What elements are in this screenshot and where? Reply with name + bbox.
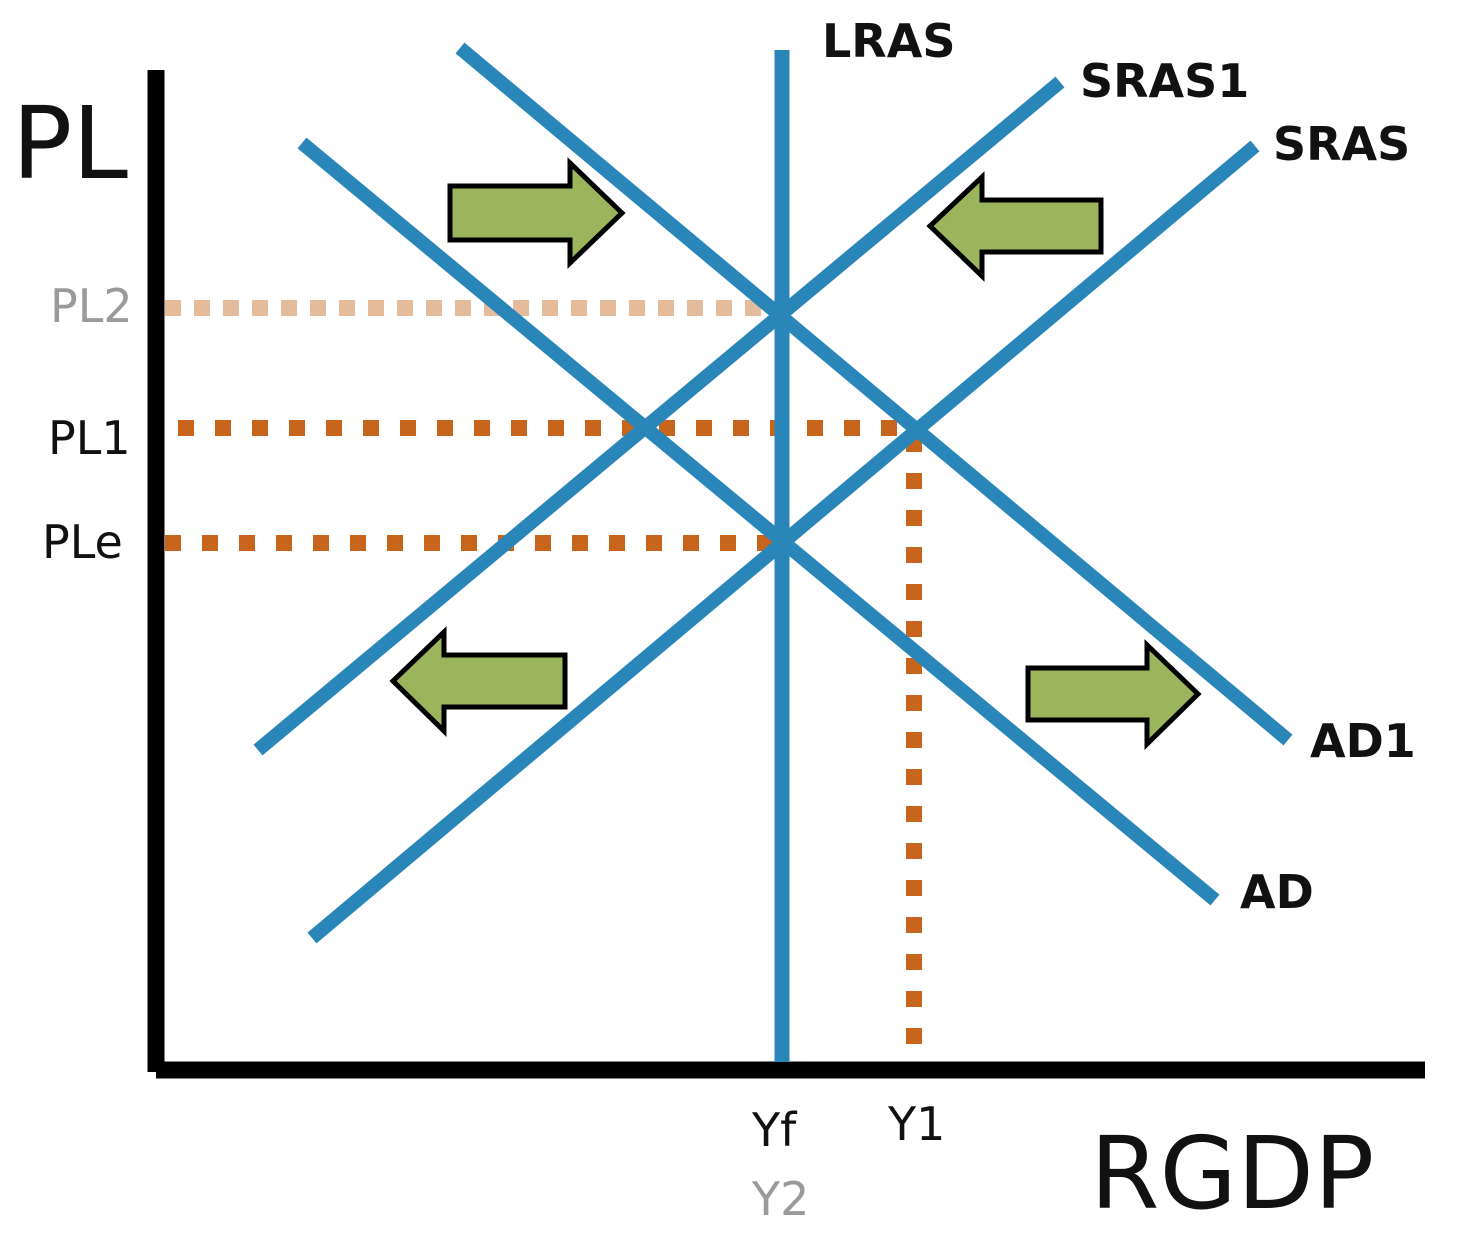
pl1-label: PL1 (48, 411, 131, 465)
ad-shift-right-arrow-icon-lower (1025, 639, 1202, 750)
ad1-label: AD1 (1310, 714, 1416, 768)
sras-label: SRAS (1273, 117, 1410, 171)
sras1-curve (253, 76, 1065, 756)
y-axis-label: PL (12, 85, 128, 202)
pl2-label: PL2 (50, 279, 133, 333)
ad-label: AD (1240, 865, 1314, 919)
yf-label: Yf (751, 1103, 798, 1157)
ad-shift-right-arrow-icon (447, 157, 626, 269)
x-axis-label: RGDP (1090, 1115, 1374, 1232)
y1-label: Y1 (887, 1097, 945, 1151)
y2-label: Y2 (751, 1172, 809, 1226)
sras-shift-left-arrow-icon (926, 171, 1104, 282)
ple-label: PLe (42, 515, 123, 569)
sras-shift-left-arrow-icon-lower (389, 626, 568, 737)
lras-label: LRAS (822, 14, 955, 68)
ad-curve (297, 137, 1220, 906)
sras1-label: SRAS1 (1080, 54, 1249, 108)
ad1-curve (455, 42, 1293, 746)
